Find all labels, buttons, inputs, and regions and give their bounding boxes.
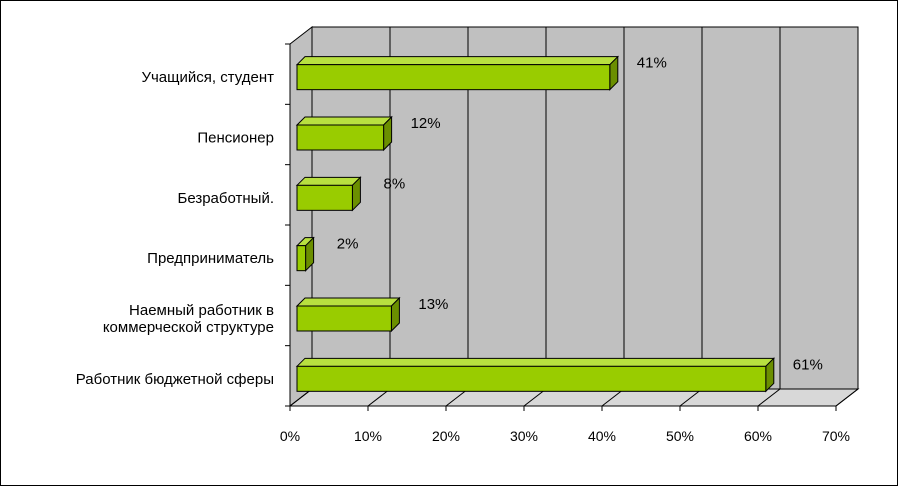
bar-top-face (295, 357, 776, 367)
bar-top-face (295, 56, 620, 66)
floor-gridline (835, 388, 859, 407)
bar (296, 124, 385, 151)
category-label: Наемный работник в (129, 302, 274, 319)
data-label: 2% (337, 236, 359, 253)
x-tick-label: 40% (588, 428, 616, 444)
bar-top-face (295, 176, 362, 186)
category-label: Пенсионер (197, 130, 274, 147)
x-tick-label: 0% (280, 428, 300, 444)
x-tick-label: 30% (510, 428, 538, 444)
x-tick-label: 10% (354, 428, 382, 444)
x-tick-label: 70% (822, 428, 850, 444)
x-tick-label: 50% (666, 428, 694, 444)
bar-top-face (295, 297, 401, 307)
category-label: коммерческой структуре (103, 319, 274, 336)
data-label: 12% (411, 115, 441, 132)
data-label: 8% (384, 175, 406, 192)
bar (296, 245, 307, 272)
bar (296, 184, 353, 211)
x-tick-label: 60% (744, 428, 772, 444)
category-label: Безработный. (177, 190, 274, 207)
category-label: Работник бюджетной сферы (76, 371, 274, 388)
data-label: 61% (793, 356, 823, 373)
floor-gridline (757, 388, 781, 407)
bar (296, 365, 767, 392)
data-label: 41% (637, 55, 667, 72)
bar (296, 64, 611, 91)
x-tick-label: 20% (432, 428, 460, 444)
data-label: 13% (418, 296, 448, 313)
category-label: Предприниматель (147, 250, 274, 267)
bar (296, 305, 392, 332)
category-label: Учащийся, студент (141, 69, 274, 86)
bar-top-face (295, 116, 393, 126)
